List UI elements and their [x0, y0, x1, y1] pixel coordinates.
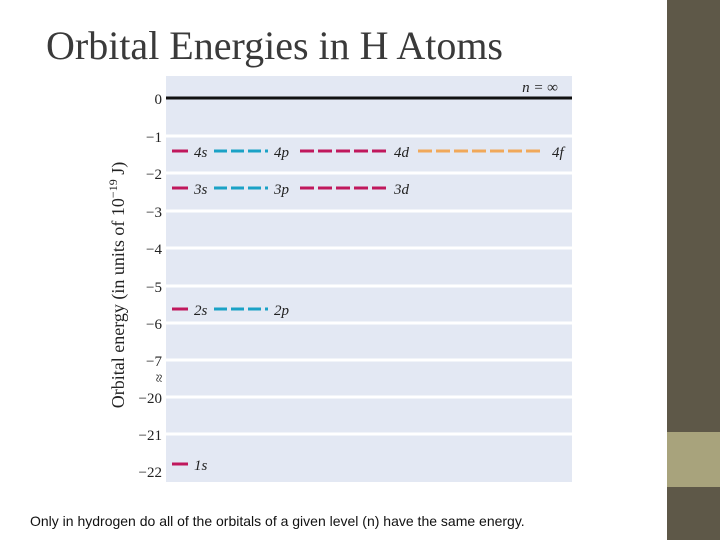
y-axis-label: Orbital energy (in units of 10−19 J) [106, 162, 129, 408]
orbital-4d-label: 4d [394, 145, 410, 161]
level-n3: 3s 3p 3d [172, 182, 410, 198]
orbital-4p-label: 4p [274, 145, 290, 161]
orbital-4s-label: 4s [194, 145, 208, 161]
side-accent [667, 432, 720, 487]
grid-lines [166, 134, 572, 436]
orbital-3s-label: 3s [193, 182, 208, 198]
orbital-4f-label: 4f [552, 145, 566, 161]
tick-label: −21 [139, 428, 162, 444]
orbital-2s-label: 2s [194, 303, 208, 319]
tick-label: −20 [139, 391, 162, 407]
slide-caption: Only in hydrogen do all of the orbitals … [30, 513, 525, 529]
orbital-2p-label: 2p [274, 303, 290, 319]
tick-label: −5 [146, 280, 162, 296]
tick-label: −1 [146, 130, 162, 146]
slide-title: Orbital Energies in H Atoms [46, 23, 503, 68]
level-n2: 2s 2p [172, 303, 290, 319]
tick-label: −22 [139, 465, 162, 481]
tick-label: −7 [146, 354, 162, 370]
tick-label: −6 [146, 317, 162, 333]
y-tick-labels: 0 −1 −2 −3 −4 −5 −6 −7 −20 −21 −22 [139, 92, 163, 481]
level-n1: 1s [172, 458, 208, 474]
tick-label: −4 [146, 242, 162, 258]
level-n4: 4s 4p 4d 4f [172, 145, 566, 161]
tick-label: 0 [155, 92, 163, 108]
orbital-1s-label: 1s [194, 458, 208, 474]
diagram-panel [166, 76, 572, 482]
orbital-3p-label: 3p [273, 182, 290, 198]
orbital-3d-label: 3d [393, 182, 410, 198]
tick-label: −3 [146, 205, 162, 221]
n-infinity-label: n = ∞ [522, 80, 558, 96]
tick-label: −2 [146, 167, 162, 183]
axis-break-symbol: ≈ [152, 374, 168, 382]
